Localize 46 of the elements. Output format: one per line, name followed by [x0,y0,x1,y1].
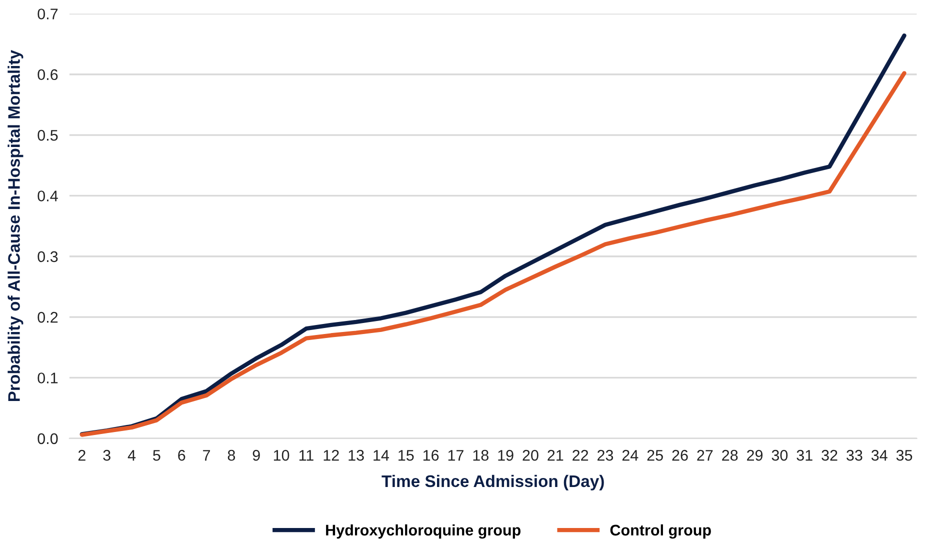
x-tick-label: 12 [324,450,339,461]
x-tick-label: 28 [722,450,738,461]
x-tick-label: 24 [622,450,638,461]
x-axis-title: Time Since Admission (Day) [382,474,604,490]
x-tick-label: 2 [78,450,86,461]
x-tick-label: 25 [647,450,663,461]
x-tick-label: 20 [522,450,538,461]
x-tick-label: 6 [178,450,186,461]
x-tick-label: 8 [228,450,236,461]
x-tick-label: 10 [274,450,290,461]
x-tick-label: 13 [348,450,364,461]
x-tick-label: 29 [747,450,763,461]
y-tick-label: 0.5 [38,130,58,141]
x-tick-label: 34 [871,450,888,461]
x-tick-label: 19 [498,450,514,461]
x-tick-label: 22 [572,450,588,461]
x-tick-label: 33 [846,450,862,461]
x-tick-label: 9 [252,450,260,461]
y-tick-label: 0.2 [38,312,58,323]
x-tick-label: 3 [103,450,110,461]
x-tick-label: 32 [822,450,838,461]
y-tick-label: 0.7 [38,8,58,20]
legend-label: Hydroxychloroquine group [326,524,521,539]
x-tick-label: 14 [374,450,390,461]
x-tick-label: 16 [423,450,439,461]
x-tick-label: 7 [203,450,210,461]
x-tick-label: 27 [697,450,713,461]
x-tick-label: 26 [672,450,688,461]
y-tick-label: 0.4 [38,190,58,202]
y-axis-title: Probability of All-Cause In-Hospital Mortality [8,50,24,402]
x-tick-label: 18 [473,450,488,461]
x-tick-label: 17 [448,450,464,461]
x-tick-label: 5 [153,450,160,461]
x-tick-label: 11 [299,450,314,461]
y-tick-label: 0.3 [38,251,58,262]
y-tick-label: 0.1 [38,372,58,384]
x-tick-label: 21 [548,450,564,461]
x-tick-label: 31 [796,450,812,461]
x-tick-label: 30 [772,450,788,461]
x-tick-label: 4 [128,450,136,461]
y-tick-label: 0.6 [38,69,58,80]
legend-label: Control group [610,524,711,539]
y-tick-label: 0.0 [38,433,58,444]
x-tick-label: 23 [598,450,614,461]
x-tick-label: 35 [896,450,912,461]
x-tick-label: 15 [398,450,414,461]
